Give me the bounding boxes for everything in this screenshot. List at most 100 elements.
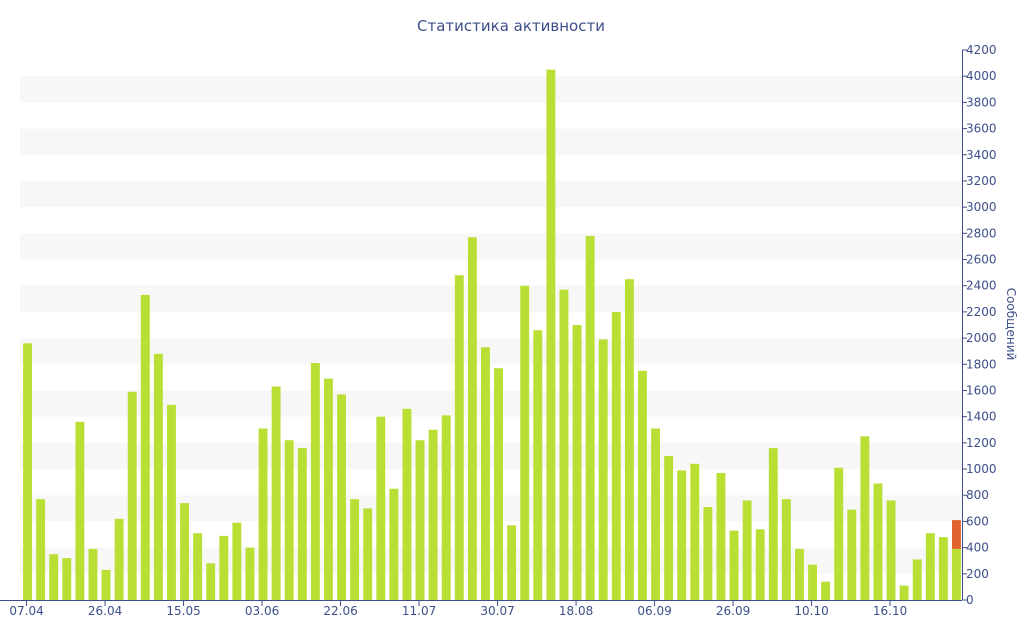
bar	[389, 488, 399, 600]
bar	[75, 421, 85, 600]
bar	[324, 378, 333, 600]
bar	[899, 585, 909, 600]
bar	[101, 569, 111, 600]
grid-band	[20, 495, 962, 522]
bar	[284, 440, 294, 600]
grid-band	[20, 285, 962, 312]
grid-band	[20, 180, 962, 208]
y-tick-label: 4000	[966, 69, 997, 83]
bar	[533, 330, 543, 600]
bar	[36, 499, 46, 600]
y-tick-label: 2000	[966, 331, 997, 345]
bar	[310, 362, 320, 600]
bar	[297, 448, 307, 600]
y-tick-label: 3400	[966, 148, 997, 162]
bar	[520, 285, 530, 600]
x-tick-label: 11.07	[402, 604, 436, 618]
bar	[23, 343, 32, 600]
y-tick-label: 800	[966, 488, 989, 502]
bar	[88, 548, 98, 600]
bar	[651, 428, 660, 600]
bar	[585, 235, 595, 600]
x-tick-label: 26.09	[716, 604, 750, 618]
y-axis: 0 200 400 600 800 1000 1200 1400 1600 1800 2000 220…	[962, 43, 997, 607]
bar	[755, 529, 765, 600]
y-tick-label: 1200	[966, 436, 997, 450]
y-tick-label: 3800	[966, 95, 997, 109]
bar	[938, 537, 948, 600]
bar	[781, 499, 791, 600]
bar	[258, 428, 268, 600]
y-tick-label: 200	[966, 567, 989, 581]
bar	[114, 518, 124, 600]
bar	[271, 386, 281, 600]
chart-title: Статистика активности	[417, 17, 605, 35]
bar	[795, 548, 804, 600]
x-tick-label: 30.07	[480, 604, 514, 618]
bar	[337, 394, 346, 600]
bar	[860, 436, 870, 600]
y-tick-label: 0	[966, 593, 974, 607]
bar	[546, 69, 556, 600]
y-tick-label: 1800	[966, 357, 997, 371]
grid-bands	[20, 76, 962, 574]
grid-band	[20, 442, 962, 470]
bar	[363, 508, 373, 600]
y-tick-label: 600	[966, 514, 989, 528]
grid-band	[20, 390, 962, 417]
y-tick-label: 3000	[966, 200, 997, 214]
x-tick-label: 07.04	[9, 604, 43, 618]
bar	[716, 472, 726, 600]
y-tick-label: 2200	[966, 305, 997, 319]
grid-band	[20, 128, 962, 155]
bar	[232, 522, 242, 600]
bar	[952, 548, 961, 600]
grid-band	[20, 76, 962, 103]
bar	[507, 525, 517, 600]
bar-highlight	[952, 520, 961, 549]
bar	[572, 325, 582, 600]
x-tick-label: 18.08	[559, 604, 593, 618]
bar	[140, 294, 150, 600]
bar	[742, 500, 752, 600]
bar	[245, 547, 255, 600]
bar	[180, 503, 189, 600]
y-tick-label: 3200	[966, 174, 997, 188]
x-tick-label: 26.04	[88, 604, 122, 618]
bar	[402, 408, 412, 600]
bar	[834, 467, 844, 600]
bar	[454, 275, 464, 600]
bar	[624, 279, 634, 600]
bar	[703, 507, 713, 600]
bar	[219, 535, 229, 600]
y-axis-label: Сообщений	[1004, 288, 1018, 361]
y-tick-label: 2600	[966, 253, 997, 267]
y-tick-label: 4200	[966, 43, 997, 57]
x-tick-label: 06.09	[637, 604, 671, 618]
bars	[23, 69, 961, 600]
bar	[481, 347, 490, 600]
x-tick-label: 15.05	[166, 604, 200, 618]
y-tick-label: 1400	[966, 410, 997, 424]
bar	[494, 368, 503, 600]
bar	[167, 404, 176, 600]
bar	[873, 483, 883, 600]
bar	[677, 470, 687, 600]
bar	[847, 509, 857, 600]
bar	[925, 533, 935, 600]
bar	[768, 448, 778, 600]
x-tick-label: 10.10	[794, 604, 828, 618]
bar	[49, 554, 59, 600]
bar	[153, 353, 163, 600]
bar	[598, 339, 608, 600]
bar	[611, 311, 621, 600]
bar	[206, 563, 216, 600]
grid-band	[20, 233, 962, 260]
bar	[821, 581, 831, 600]
x-tick-label: 03.06	[245, 604, 279, 618]
bar	[559, 289, 569, 600]
bar	[193, 533, 203, 600]
bar	[729, 530, 739, 600]
x-axis: 07.04 26.04 15.05 03.06 22.06 11.07 30.07 18.08…	[0, 600, 962, 618]
